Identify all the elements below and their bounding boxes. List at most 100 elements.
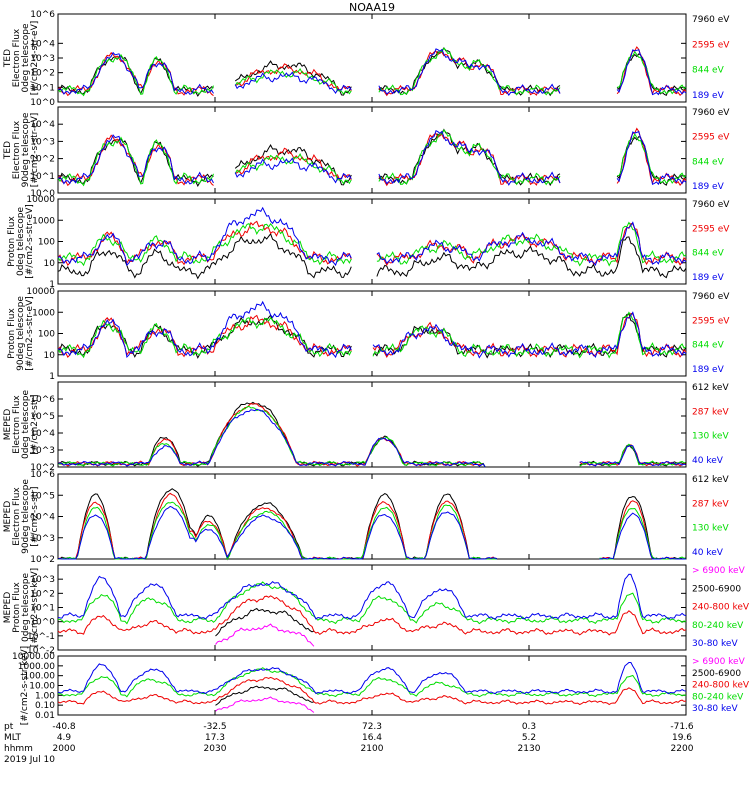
legend-entry: 189 eV bbox=[692, 365, 725, 375]
time-axis-hhmm-value: 2000 bbox=[53, 744, 76, 754]
series-2500-6900-trace bbox=[215, 607, 315, 637]
legend-entry: 240-800 keV bbox=[692, 681, 750, 691]
y-tick-label: 10^4 bbox=[30, 39, 55, 49]
legend-entry: 240-800 keV bbox=[692, 603, 750, 613]
time-axis-pt-value: 0.3 bbox=[522, 722, 536, 732]
axis-row-label-pt: pt bbox=[4, 722, 14, 732]
y-tick-label: 10^1 bbox=[30, 172, 55, 182]
series-2595-ev-trace bbox=[57, 127, 687, 187]
legend-entry: 2595 eV bbox=[692, 224, 730, 234]
legend-entry: 844 eV bbox=[692, 157, 725, 167]
legend-entry: 844 eV bbox=[692, 249, 725, 259]
legend-entry: 40 keV bbox=[692, 456, 724, 466]
y-tick-label: 10^6 bbox=[30, 10, 55, 20]
y-tick-label: 100.00 bbox=[24, 672, 56, 682]
y-axis-label: TED bbox=[3, 141, 13, 160]
time-axis-mlt-value: 16.4 bbox=[362, 733, 382, 743]
panel-3: 1 10 100 1000 10000 Proton Flux 0deg telescope… bbox=[7, 195, 730, 290]
y-tick-label: 1000.00 bbox=[18, 662, 55, 672]
axis-row-label-hhmm: hhmm bbox=[4, 744, 33, 754]
y-tick-label: 10^-1 bbox=[27, 632, 55, 642]
y-tick-label: 100 bbox=[38, 238, 55, 248]
legend-entry: 2595 eV bbox=[692, 133, 730, 143]
y-tick-label: 10 bbox=[44, 259, 56, 269]
y-tick-label: 100 bbox=[38, 330, 55, 340]
y-axis-label: Proton Flux bbox=[7, 216, 17, 267]
panel-2: 10^0 10^1 10^2 10^3 10^4 TED Electron Flux 90de… bbox=[3, 106, 730, 199]
y-tick-label: 1000 bbox=[32, 308, 55, 318]
y-tick-label: 1 bbox=[49, 372, 55, 382]
y-axis-label: [#/cm2-s-str] bbox=[30, 394, 40, 454]
y-axis-label: Electron Flux bbox=[12, 28, 22, 87]
legend-entry: 844 eV bbox=[692, 341, 725, 351]
legend-entry: 7960 eV bbox=[692, 108, 730, 118]
y-tick-label: 10^6 bbox=[30, 470, 55, 480]
time-axis-mlt-value: 4.9 bbox=[57, 733, 72, 743]
y-axis-label: 0deg telescope bbox=[16, 207, 26, 277]
time-axis-hhmm-value: 2130 bbox=[518, 744, 541, 754]
date-label: 2019 Jul 10 bbox=[4, 755, 55, 765]
y-axis-label: TED bbox=[3, 49, 13, 68]
y-tick-label: 10^0 bbox=[30, 618, 55, 628]
y-tick-label: 10^0 bbox=[30, 98, 55, 108]
y-tick-label: 10^6 bbox=[30, 395, 55, 405]
y-tick-label: 10^3 bbox=[30, 137, 55, 147]
legend-entry: 80-240 keV bbox=[692, 621, 744, 631]
y-tick-label: 10 bbox=[44, 351, 56, 361]
y-axis-label: Electron Flux bbox=[12, 487, 22, 546]
y-tick-label: 10^5 bbox=[30, 412, 55, 422]
y-axis-label: [#/cm2-s-str-eV] bbox=[30, 113, 40, 188]
y-tick-label: 10^3 bbox=[30, 446, 55, 456]
series-189-ev-trace bbox=[57, 300, 687, 359]
y-tick-label: 1.00 bbox=[35, 691, 55, 701]
series-80-240-kev-trace bbox=[57, 581, 687, 625]
y-axis-label: [#/cm2-s-str-eV] bbox=[25, 204, 35, 279]
series-30-80-kev-trace bbox=[57, 573, 687, 620]
y-tick-label: 10^4 bbox=[30, 120, 55, 130]
y-axis-label: MEPED bbox=[3, 501, 13, 533]
series-2595-ev-trace bbox=[57, 46, 687, 97]
y-axis-label: [#/cm2-s-str-eV] bbox=[30, 21, 40, 96]
legend-entry: 287 keV bbox=[692, 499, 729, 509]
legend-entry: > 6900 keV bbox=[692, 566, 746, 576]
y-axis-label: 0deg telescope bbox=[21, 23, 31, 93]
series--6900-kev-trace bbox=[215, 623, 315, 647]
series-612-kev-trace bbox=[57, 488, 687, 561]
series-240-800-kev-trace bbox=[57, 595, 687, 636]
series-7960-ev-trace bbox=[57, 46, 687, 97]
y-tick-label: 10^3 bbox=[30, 575, 55, 585]
y-axis-label: Electron Flux bbox=[12, 395, 22, 454]
series-80-240-kev-trace bbox=[57, 667, 687, 698]
legend-entry: 844 eV bbox=[692, 66, 725, 76]
y-tick-label: 10^2 bbox=[30, 155, 55, 165]
legend-entry: 40 keV bbox=[692, 548, 724, 558]
legend-entry: 189 eV bbox=[692, 91, 725, 101]
y-tick-label: 10^2 bbox=[30, 463, 55, 473]
legend-entry: 7960 eV bbox=[692, 200, 730, 210]
time-axis-mlt-value: 17.3 bbox=[205, 733, 225, 743]
plot-frame bbox=[57, 564, 687, 651]
series-40-kev-trace bbox=[57, 505, 686, 560]
time-axis-mlt-value: 5.2 bbox=[522, 733, 536, 743]
series-189-ev-trace bbox=[57, 48, 687, 96]
series-2500-6900-trace bbox=[215, 685, 315, 706]
time-axis-mlt-value: 19.6 bbox=[672, 733, 692, 743]
y-tick-label: 10^2 bbox=[30, 589, 55, 599]
y-tick-label: 10^3 bbox=[30, 54, 55, 64]
y-tick-label: 0.01 bbox=[35, 711, 55, 721]
panel-4: 1 10 100 1000 10000 Proton Flux 90deg telescop… bbox=[7, 287, 730, 382]
panel-8: 0.010.101.0010.00100.001000.0010000.00[#… bbox=[12, 646, 750, 725]
time-axis-pt-value: -71.6 bbox=[670, 722, 694, 732]
y-axis-label: [#/cm2-s-str-keV] bbox=[30, 568, 40, 647]
y-axis-label: 90deg telescope bbox=[21, 479, 31, 554]
legend-entry: 189 eV bbox=[692, 182, 725, 192]
series-40-kev-trace bbox=[57, 408, 687, 468]
y-tick-label: 10000.00 bbox=[12, 652, 55, 662]
y-axis-label: MEPED bbox=[3, 409, 13, 441]
series--6900-kev-trace bbox=[215, 696, 315, 713]
legend-entry: > 6900 keV bbox=[692, 657, 746, 667]
series-844-ev-trace bbox=[57, 129, 687, 187]
